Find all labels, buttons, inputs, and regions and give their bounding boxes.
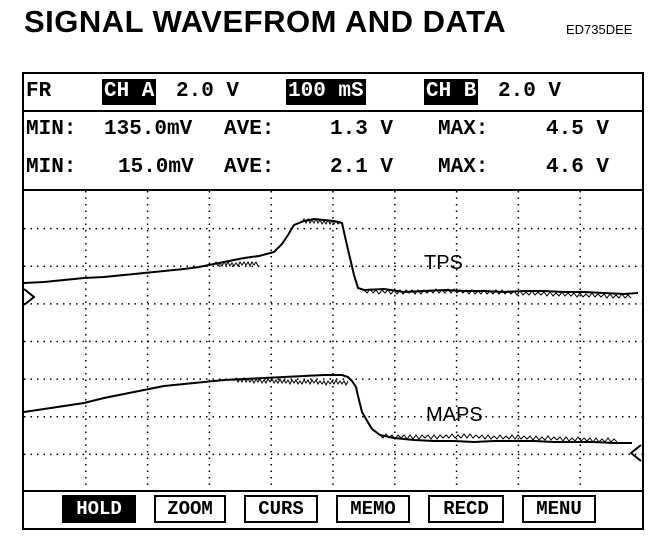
ave-value: 2.1 V (330, 156, 394, 179)
channel-b-readings: MIN: 15.0mV AVE: 2.1 V MAX: 4.6 V (24, 150, 642, 186)
channel-b-ground-marker (629, 444, 642, 462)
status-bar: FR CH A 2.0 V 100 mS CH B 2.0 V (24, 74, 642, 110)
ave-label: AVE: (224, 156, 275, 179)
softkey-bar: HOLD ZOOM CURS MEMO RECD MENU (24, 492, 642, 528)
min-value: 135.0mV (104, 118, 193, 141)
tps-label: TPS (424, 252, 463, 274)
zoom-button[interactable]: ZOOM (154, 495, 226, 523)
ave-value: 1.3 V (330, 118, 394, 141)
cursor-button[interactable]: CURS (244, 495, 318, 523)
channel-a-scale[interactable]: 2.0 V (176, 80, 240, 103)
channel-a-ground-marker (24, 288, 36, 306)
channel-b-scale[interactable]: 2.0 V (498, 80, 562, 103)
tps-trace-noise (213, 217, 632, 299)
figure-code: ED735DEE (566, 22, 633, 37)
channel-a-button[interactable]: CH A (102, 79, 157, 105)
mode-indicator: FR (26, 80, 52, 103)
divider (24, 189, 642, 191)
maps-trace (24, 374, 632, 444)
maps-trace-noise (233, 376, 618, 443)
channel-a-readings: MIN: 135.0mV AVE: 1.3 V MAX: 4.5 V (24, 112, 642, 148)
max-label: MAX: (438, 156, 489, 179)
tps-trace (24, 217, 639, 296)
max-label: MAX: (438, 118, 489, 141)
menu-button[interactable]: MENU (522, 495, 596, 523)
divider (24, 490, 642, 492)
min-label: MIN: (26, 156, 77, 179)
maps-label: MAPS (426, 404, 483, 426)
max-value: 4.6 V (546, 156, 610, 179)
divider (24, 110, 642, 112)
record-button[interactable]: RECD (428, 495, 504, 523)
graticule-grid (24, 191, 642, 492)
ave-label: AVE: (224, 118, 275, 141)
oscilloscope-display: FR CH A 2.0 V 100 mS CH B 2.0 V MIN: 135… (22, 72, 644, 530)
waveform-graph: TPS MAPS (24, 191, 642, 492)
timebase-button[interactable]: 100 mS (286, 79, 366, 105)
min-value: 15.0mV (118, 156, 194, 179)
channel-b-button[interactable]: CH B (424, 79, 479, 105)
hold-button[interactable]: HOLD (62, 495, 136, 523)
min-label: MIN: (26, 118, 77, 141)
max-value: 4.5 V (546, 118, 610, 141)
page-title: SIGNAL WAVEFROM AND DATA (24, 4, 507, 39)
memo-button[interactable]: MEMO (336, 495, 410, 523)
